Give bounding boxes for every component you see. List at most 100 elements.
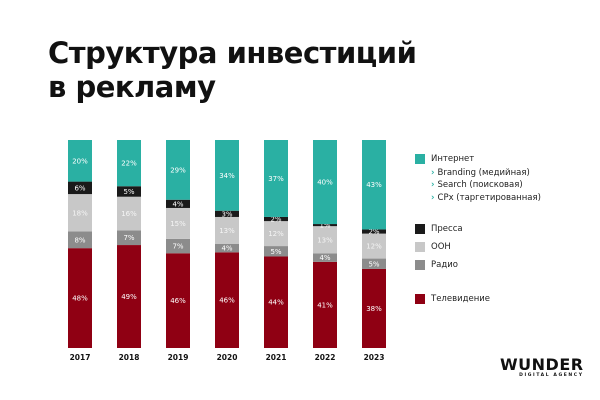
bar-segment [215, 244, 239, 253]
logo-subtext: DIGITAL AGENCY [519, 373, 584, 378]
legend-label-internet: Интернет [431, 154, 475, 164]
data-label: 46% [219, 297, 235, 305]
legend-item-radio: Радио [415, 260, 458, 270]
data-label: 7% [123, 234, 134, 242]
data-label: 5% [368, 260, 379, 268]
legend-item-press: Пресса [415, 224, 463, 234]
bar-segment [68, 194, 92, 232]
data-label: 22% [121, 160, 137, 168]
legend-swatch-radio [415, 260, 425, 270]
data-label: 20% [72, 157, 88, 165]
bar-segment [264, 216, 288, 222]
chevron-right-icon: › [431, 193, 435, 203]
bar-segment [166, 207, 190, 239]
data-label: 13% [219, 227, 235, 235]
legend-sub-label: CPx (таргетированная) [437, 193, 541, 203]
data-label: 49% [121, 293, 137, 301]
bar-segment [313, 224, 337, 227]
bar-segment [68, 181, 92, 195]
legend-item-internet: Интернет [415, 154, 474, 164]
data-label: 46% [170, 297, 186, 305]
bar-segment [313, 140, 337, 225]
legend-item-ooh: OOH [415, 242, 451, 252]
bar-segment [166, 253, 190, 348]
legend-sub-label: Branding (медийная) [437, 168, 530, 178]
x-tick-label: 2017 [70, 353, 91, 362]
bar-segment [68, 140, 92, 182]
bar-segment [362, 258, 386, 269]
bar-segment [362, 268, 386, 348]
x-tick-label: 2018 [119, 353, 140, 362]
title-line-2: в рекламу [48, 70, 216, 104]
bar-segment [117, 196, 141, 231]
data-label: 15% [170, 220, 186, 228]
legend-swatch-internet [415, 154, 425, 164]
data-label: 44% [268, 299, 284, 307]
x-tick-label: 2023 [364, 353, 385, 362]
data-label: 5% [123, 188, 134, 196]
bar-segment [264, 256, 288, 348]
legend-swatch-press [415, 224, 425, 234]
data-label: 12% [366, 243, 382, 251]
bar-segment [362, 233, 386, 259]
data-label: 29% [170, 166, 186, 174]
bar-segment [215, 140, 239, 211]
bar-segment [215, 252, 239, 348]
bar-segment [313, 261, 337, 348]
bar-segment [264, 140, 288, 217]
x-tick-label: 2021 [266, 353, 287, 362]
data-label: 16% [121, 210, 137, 218]
legend-item-tv: Телевидение [415, 294, 490, 304]
chart-title: Структура инвестиций в рекламу [48, 36, 417, 104]
data-label: 4% [172, 200, 183, 208]
data-label: 2% [368, 228, 379, 236]
chevron-right-icon: › [431, 168, 435, 178]
bar-segment [117, 140, 141, 187]
data-label: 7% [172, 243, 183, 251]
data-label: 41% [317, 301, 333, 309]
data-label: 40% [317, 179, 333, 187]
bar-segment [362, 229, 386, 234]
legend-sub-item: › Branding (медийная) [431, 168, 530, 178]
legend-label-tv: Телевидение [431, 294, 491, 304]
logo-text: WUNDER [500, 355, 584, 374]
legend-swatch-tv [415, 294, 425, 304]
data-label: 8% [74, 236, 85, 244]
legend-label-ooh: OOH [431, 242, 451, 252]
data-label: 38% [366, 305, 382, 313]
bar-segment [166, 199, 190, 208]
data-label: 3% [221, 210, 232, 218]
bar-segment [313, 226, 337, 254]
data-label: 1% [319, 222, 330, 230]
chevron-right-icon: › [431, 180, 435, 190]
data-label: 18% [72, 209, 88, 217]
x-tick-label: 2022 [315, 353, 336, 362]
data-label: 43% [366, 181, 382, 189]
legend-sub-item: › CPx (таргетированная) [431, 193, 541, 203]
data-label: 6% [74, 184, 85, 192]
legend-label-press: Пресса [431, 224, 463, 234]
x-tick-label: 2020 [217, 353, 238, 362]
legend-label-radio: Радио [431, 260, 458, 270]
data-label: 4% [221, 245, 232, 253]
bar-segment [117, 245, 141, 348]
data-label: 12% [268, 230, 284, 238]
data-label: 37% [268, 175, 284, 183]
bar-segment [313, 253, 337, 262]
data-label: 13% [317, 236, 333, 244]
bar-segment [215, 216, 239, 244]
bar-segment [117, 186, 141, 197]
legend-sub-label: Search (поисковая) [437, 180, 523, 190]
bar-segment [68, 248, 92, 348]
legend-swatch-ooh [415, 242, 425, 252]
bar-segment [68, 231, 92, 249]
bar-segment [215, 210, 239, 217]
data-label: 34% [219, 172, 235, 180]
bar-segment [166, 140, 190, 200]
bar-segment [362, 140, 386, 230]
legend-sub-item: › Search (поисковая) [431, 180, 523, 190]
wunder-logo: WUNDER DIGITAL AGENCY [500, 355, 584, 379]
title-line-1: Структура инвестиций [48, 36, 417, 70]
data-label: 2% [270, 216, 281, 224]
